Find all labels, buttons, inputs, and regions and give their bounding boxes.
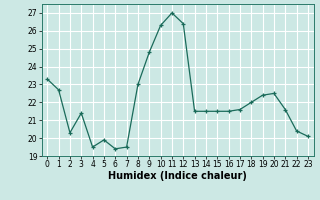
X-axis label: Humidex (Indice chaleur): Humidex (Indice chaleur): [108, 171, 247, 181]
